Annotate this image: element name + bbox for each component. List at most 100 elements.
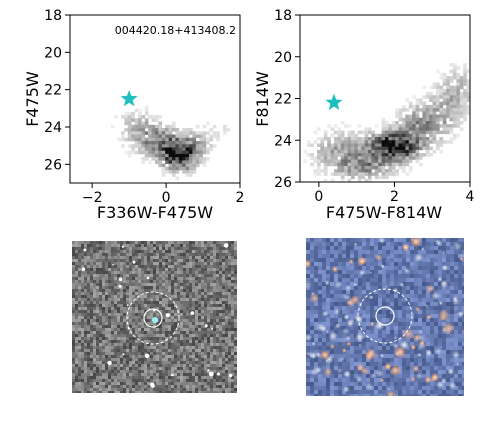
cmd-2-density-bin	[357, 149, 362, 154]
cmd-1-density-bin	[202, 150, 207, 155]
cmd-1-density-bin	[127, 137, 132, 142]
cmd-2-density-bin	[408, 143, 413, 147]
cmd-2-density-bin	[436, 127, 440, 131]
cutout-2-star	[306, 333, 313, 342]
cmd-1-density-bin	[172, 147, 176, 151]
cmd-2-density-bin	[398, 133, 403, 138]
cmd-1-density-bin	[158, 160, 163, 164]
cmd-2-density-bin	[456, 66, 461, 70]
cmd-1-density-bin	[185, 150, 190, 155]
cmd-2-density-bin	[381, 130, 386, 135]
cmd-2-density-bin	[442, 120, 447, 125]
cmd-1-density-bin	[185, 144, 190, 148]
cmd-2-density-bin	[422, 114, 427, 119]
cmd-2-density-bin	[402, 108, 406, 112]
cmd-2-density-bin	[347, 133, 352, 138]
cmd-2-density-bin	[432, 101, 437, 106]
cmd-1-density-bin	[178, 134, 183, 139]
cmd-2-density-bin	[402, 146, 406, 151]
cmd-2-density-bin	[453, 63, 457, 67]
cmd-1-density-bin	[144, 153, 149, 158]
cmd-2-density-bin	[327, 153, 331, 157]
cmd-2-density-bin	[466, 95, 470, 99]
cmd-2-density-bin	[429, 124, 433, 128]
cmd-2-density-bin	[323, 156, 328, 160]
cmd-1-density-bin	[202, 144, 207, 148]
cmd-2-density-bin	[323, 162, 328, 167]
cmd-2-density-bin	[432, 108, 437, 112]
cmd-1-density-bin	[185, 134, 190, 139]
cmd-2-density-bin	[405, 108, 410, 112]
cutout-2-star	[438, 301, 443, 306]
cmd-2-density-bin	[442, 117, 447, 122]
cmd-2-density-bin	[334, 137, 338, 141]
cmd-2-density-bin	[398, 117, 403, 122]
cmd-2-ytick-label: 20	[274, 50, 292, 66]
cmd-2-density-bin	[456, 120, 461, 125]
cmd-1-density-bin	[175, 137, 180, 142]
cmd-2-density-bin	[306, 143, 311, 147]
cmd-2-density-bin	[395, 127, 399, 131]
cmd-2-density-bin	[415, 146, 420, 151]
cutout-2-red-star	[419, 340, 425, 346]
cmd-2-density-bin	[422, 101, 427, 106]
cmd-2-density-bin	[391, 133, 396, 138]
cmd-2-density-bin	[432, 124, 437, 128]
cmd-2-density-bin	[456, 79, 461, 83]
cmd-1-density-bin	[202, 157, 207, 161]
cmd-2-density-bin	[368, 159, 372, 164]
cmd-2-density-bin	[368, 130, 372, 135]
cmd-2-density-bin	[378, 140, 382, 144]
cmd-1-density-bin	[148, 131, 152, 135]
cmd-2-density-bin	[368, 175, 372, 180]
cmd-1-density-bin	[124, 128, 129, 132]
cmd-2-density-bin	[446, 111, 450, 115]
cmd-2-density-bin	[361, 169, 365, 173]
cmd-1-density-bin	[175, 141, 180, 145]
cmd-2-density-bin	[463, 88, 467, 93]
cmd-2-density-bin	[313, 156, 318, 160]
cmd-2-density-bin	[432, 98, 437, 103]
cmd-1-density-bin	[138, 134, 142, 139]
cmd-1-density-bin	[151, 137, 156, 142]
cmd-2-density-bin	[388, 137, 393, 141]
cmd-2-density-bin	[330, 178, 335, 182]
cmd-2-density-bin	[344, 124, 348, 128]
cmd-1-density-bin	[189, 144, 193, 148]
cmd-2-density-bin	[364, 178, 369, 182]
cmd-2-density-bin	[405, 133, 410, 138]
cmd-2-density-bin	[459, 82, 464, 86]
cmd-2-density-bin	[361, 143, 365, 147]
cmd-2-density-bin	[446, 108, 450, 112]
cmd-1-density-bin	[185, 163, 190, 168]
cmd-2-density-bin	[449, 127, 454, 131]
cmd-2-star-marker	[325, 93, 343, 110]
cutout-2-star	[316, 323, 325, 332]
cmd-2-density-bin	[402, 137, 406, 141]
cmd-2-density-bin	[463, 95, 467, 99]
cmd-2-density-bin	[371, 130, 376, 135]
cmd-1-density-bin	[165, 134, 169, 139]
cmd-2-density-bin	[412, 146, 416, 151]
cmd-2-density-bin	[381, 124, 386, 128]
cmd-2-density-bin	[436, 114, 440, 119]
cmd-1-density-bin	[172, 163, 176, 168]
cmd-2-density-bin	[463, 72, 467, 77]
cmd-2-density-bin	[408, 140, 413, 144]
cmd-1-density-bin	[138, 118, 142, 122]
cmd-2-density-bin	[449, 69, 454, 74]
cmd-2-density-bin	[371, 137, 376, 141]
cmd-2-density-bin	[408, 159, 413, 164]
cmd-2-density-bin	[422, 120, 427, 125]
cmd-1-density-bin	[178, 141, 183, 145]
cmd-1-density-bin	[151, 131, 156, 135]
cmd-2-density-bin	[439, 88, 444, 93]
cmd-1-density-bin	[199, 141, 203, 145]
cmd-2-density-bin	[351, 140, 355, 144]
cmd-2-density-bin	[463, 111, 467, 115]
cmd-2-density-bin	[374, 124, 379, 128]
cmd-2-density-bin	[419, 120, 423, 125]
cmd-2-density-bin	[344, 143, 348, 147]
cmd-2-density-bin	[368, 127, 372, 131]
cmd-2-density-bin	[439, 95, 444, 99]
